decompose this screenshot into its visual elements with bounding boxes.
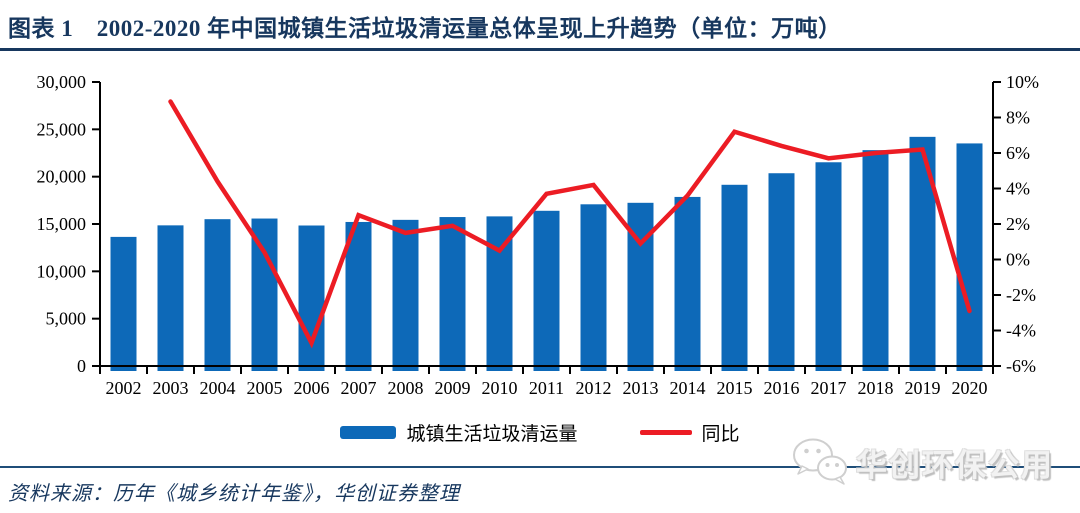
x-tick-label: 2018 xyxy=(858,378,894,398)
y-tick-label-right: 0% xyxy=(1006,250,1030,270)
x-tick-label: 2003 xyxy=(153,378,189,398)
bar-2013 xyxy=(627,202,654,371)
x-tick-label: 2019 xyxy=(905,378,941,398)
watermark-text: 华创环保公用 xyxy=(856,447,1054,483)
x-tick-label: 2007 xyxy=(341,378,377,398)
bar-2003 xyxy=(157,225,184,371)
wechat-icon xyxy=(793,438,847,485)
bar-2016 xyxy=(768,173,795,371)
y-tick-label-right: 8% xyxy=(1006,108,1030,128)
bar-2015 xyxy=(721,184,748,371)
yoy-line xyxy=(168,99,972,349)
bar-2019 xyxy=(909,136,936,371)
bar-2008 xyxy=(392,219,419,371)
legend-bar-swatch xyxy=(340,425,397,439)
combo-chart: 30,000 25,000 20,000 15,000 10,000 5,000 0 10% 8… xyxy=(37,72,1040,398)
y-tick-label-right: -6% xyxy=(1006,356,1036,376)
bar-2006 xyxy=(298,225,325,371)
bar-2018 xyxy=(862,150,889,371)
legend-bar-label: 城镇生活垃圾清运量 xyxy=(406,423,578,445)
bar-2007 xyxy=(345,221,372,371)
bar-2014 xyxy=(674,196,701,371)
y-tick-label-left: 0 xyxy=(77,356,86,376)
bar-2020 xyxy=(956,143,983,371)
title-divider xyxy=(0,48,1080,51)
figure-title: 图表 1 2002-2020 年中国城镇生活垃圾清运量总体呈现上升趋势（单位：万… xyxy=(8,16,842,41)
y-tick-label-right: 6% xyxy=(1006,143,1030,163)
x-tick-label: 2016 xyxy=(764,378,800,398)
x-tick-label: 2005 xyxy=(247,378,283,398)
legend-line-swatch xyxy=(639,429,692,435)
x-tick-label: 2011 xyxy=(529,378,564,398)
bar-2012 xyxy=(580,204,607,371)
y-tick-label-right: -4% xyxy=(1006,321,1036,341)
x-tick-label: 2013 xyxy=(623,378,659,398)
y-tick-label-right: 10% xyxy=(1006,72,1039,92)
y-tick-label-left: 20,000 xyxy=(37,167,87,187)
bar-2005 xyxy=(251,218,278,371)
x-tick-label: 2006 xyxy=(294,378,330,398)
footer-divider xyxy=(0,466,1080,468)
y-tick-label-left: 30,000 xyxy=(37,72,87,92)
bar-2017 xyxy=(815,162,842,371)
y-tick-label-left: 5,000 xyxy=(46,309,87,329)
x-tick-label: 2010 xyxy=(482,378,518,398)
bar-2002 xyxy=(110,236,137,371)
legend-line-label: 同比 xyxy=(701,423,740,445)
x-tick-label: 2015 xyxy=(717,378,753,398)
y-tick-label-right: 4% xyxy=(1006,179,1030,199)
x-tick-label: 2012 xyxy=(576,378,612,398)
y-tick-label-right: -2% xyxy=(1006,285,1036,305)
source-note: 资料来源：历年《城乡统计年鉴》，华创证券整理 xyxy=(8,483,460,505)
bar-2011 xyxy=(533,210,560,371)
x-tick-label: 2017 xyxy=(811,378,847,398)
x-tick-label: 2004 xyxy=(200,378,236,398)
x-tick-label: 2002 xyxy=(106,378,142,398)
watermark: 华创环保公用 xyxy=(788,434,1054,490)
chart-legend: 城镇生活垃圾清运量 同比 xyxy=(0,419,1080,445)
bar-2009 xyxy=(439,217,466,371)
y-tick-label-left: 25,000 xyxy=(37,119,87,139)
y-tick-label-right: 2% xyxy=(1006,214,1030,234)
bar-2004 xyxy=(204,219,231,371)
x-tick-label: 2020 xyxy=(952,378,988,398)
x-tick-label: 2009 xyxy=(435,378,471,398)
y-tick-label-left: 10,000 xyxy=(37,261,87,281)
x-tick-label: 2008 xyxy=(388,378,424,398)
x-tick-label: 2014 xyxy=(670,378,706,398)
y-tick-label-left: 15,000 xyxy=(37,214,87,234)
